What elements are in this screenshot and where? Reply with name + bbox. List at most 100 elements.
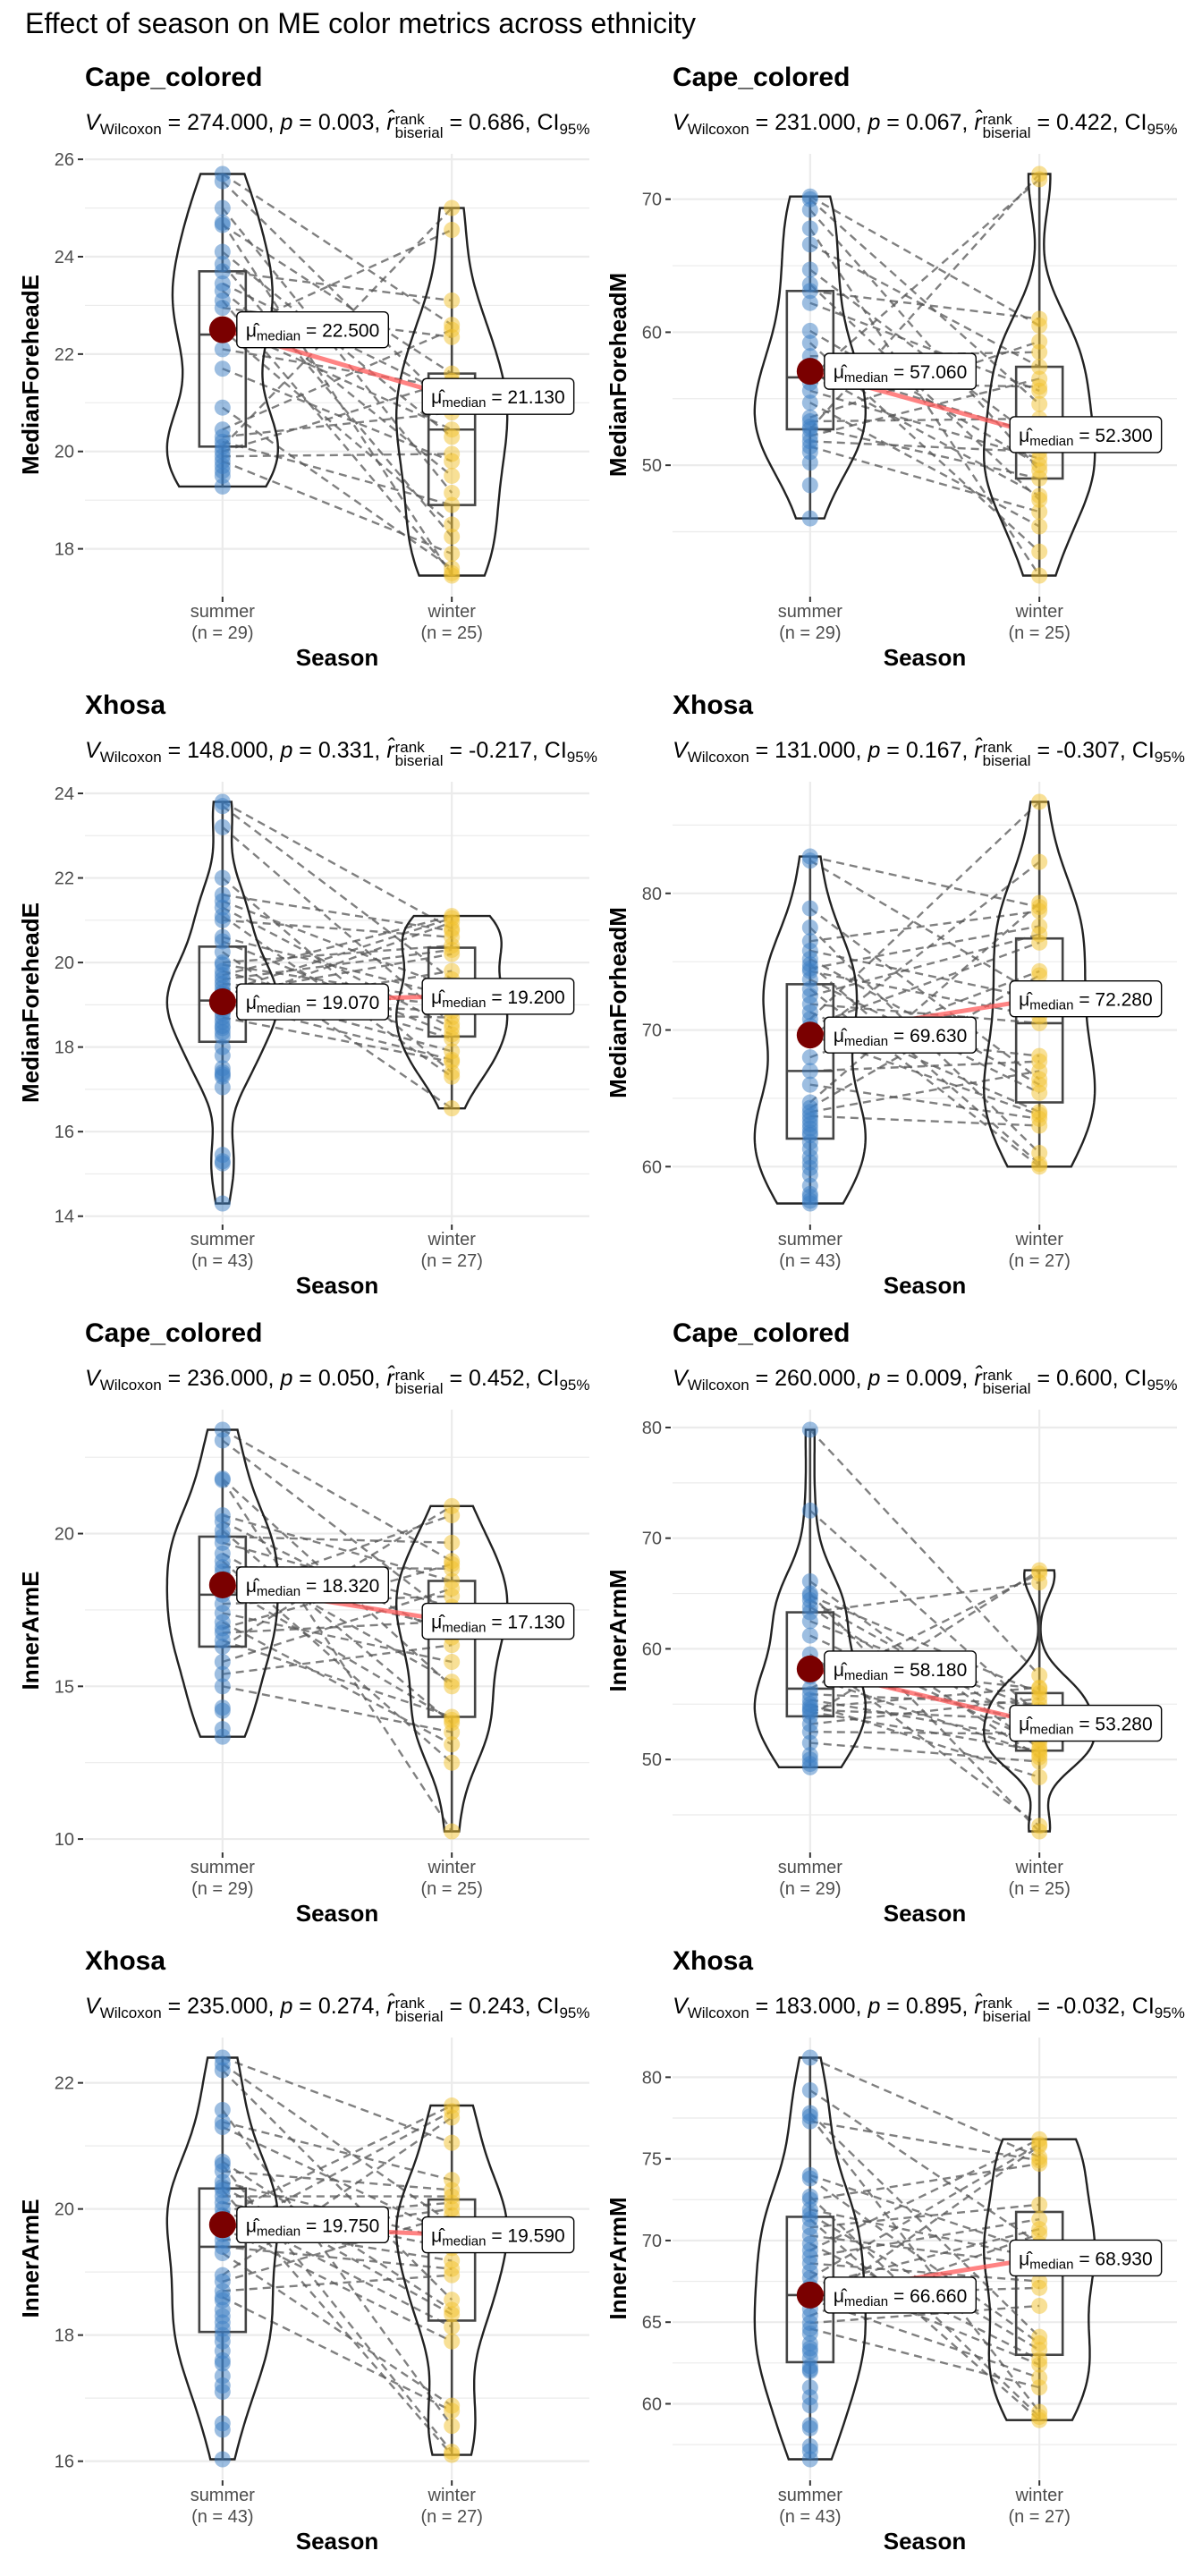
data-point-winter xyxy=(1031,1667,1048,1684)
stat-part: r̂ xyxy=(974,1366,982,1391)
stat-part: 95% xyxy=(559,1377,590,1394)
data-point-winter xyxy=(444,1100,461,1117)
mu-subscript: median xyxy=(844,1668,888,1683)
median-label-summer: μ̂median = 66.660 xyxy=(824,2276,978,2314)
paired-line xyxy=(809,925,1040,970)
data-point-winter xyxy=(1031,382,1048,399)
paired-line xyxy=(222,900,453,989)
stat-part: = xyxy=(749,1366,775,1391)
stat-part: V xyxy=(85,738,100,763)
x-tick-label: summer xyxy=(190,602,256,622)
stat-sub: biserial xyxy=(982,124,1031,141)
median-label-summer: μ̂median = 69.630 xyxy=(824,1016,978,1054)
data-point-winter xyxy=(444,2402,461,2419)
data-point-winter xyxy=(444,1068,461,1085)
median-label-text: μ̂median = 19.070 xyxy=(246,993,379,1016)
stat-part: V xyxy=(673,110,688,135)
mu-subscript: median xyxy=(1029,434,1073,449)
x-tick-label: winter xyxy=(427,1858,477,1877)
paired-line xyxy=(222,2104,453,2216)
paired-line xyxy=(222,328,453,526)
data-point-summer xyxy=(214,1471,231,1488)
mu-subscript: median xyxy=(442,1621,486,1636)
mu-symbol: μ̂ xyxy=(431,987,445,1008)
median-label-text: μ̂median = 17.130 xyxy=(431,1613,564,1636)
stat-part: 148.000 xyxy=(187,738,268,763)
mu-subscript: median xyxy=(257,2224,300,2239)
stat-part: , xyxy=(267,738,281,763)
paired-line xyxy=(809,198,1040,405)
paired-line xyxy=(222,1639,453,1718)
paired-line xyxy=(809,2208,1040,2259)
data-point-winter xyxy=(444,516,461,533)
paired-line xyxy=(222,453,453,458)
data-point-winter xyxy=(1031,491,1048,508)
stat-part: , xyxy=(267,1994,281,2019)
data-point-winter xyxy=(1031,317,1048,334)
stat-part: = xyxy=(292,738,318,763)
equals-sign: = xyxy=(486,1613,507,1633)
data-point-winter xyxy=(1031,1823,1048,1840)
stat-part: Wilcoxon xyxy=(99,1377,162,1394)
equals-sign: = xyxy=(1073,2249,1095,2269)
data-point-winter xyxy=(1031,2138,1048,2155)
median-label-box xyxy=(421,377,575,415)
paired-line xyxy=(221,263,453,538)
stat-sub: biserial xyxy=(394,1380,444,1397)
data-point-summer xyxy=(801,2451,818,2468)
panel-title: Xhosa xyxy=(85,1946,166,1976)
median-value: 68.930 xyxy=(1095,2249,1152,2269)
stat-part: = xyxy=(292,110,318,135)
stat-part: Wilcoxon xyxy=(99,749,162,766)
paired-line xyxy=(809,425,1040,480)
y-axis-label: MedianForheadM xyxy=(605,907,631,1098)
paired-line xyxy=(809,1731,1040,1735)
mu-subscript: median xyxy=(1029,998,1073,1013)
data-point-summer xyxy=(801,236,818,253)
stat-sup: rank xyxy=(394,1367,425,1384)
mu-symbol: μ̂ xyxy=(834,362,848,383)
median-label-text: μ̂median = 19.200 xyxy=(431,987,564,1011)
paired-line xyxy=(809,941,1040,1028)
mu-symbol: μ̂ xyxy=(431,2226,445,2247)
x-tick-label: winter xyxy=(427,2486,477,2505)
mu-symbol: μ̂ xyxy=(834,1026,848,1046)
data-point-winter xyxy=(1031,2297,1048,2314)
violin-summer xyxy=(753,2056,867,2461)
y-tick-label: 18 xyxy=(55,2326,74,2346)
stat-part: CI xyxy=(1124,110,1147,135)
y-tick-label: 75 xyxy=(642,2150,662,2170)
stat-part: p xyxy=(868,1994,881,2019)
mu-symbol: μ̂ xyxy=(431,1613,445,1633)
stat-part: 95% xyxy=(559,2004,590,2021)
y-tick-label: 20 xyxy=(55,953,74,973)
data-point-summer xyxy=(214,1155,231,1172)
y-tick-label: 20 xyxy=(55,2200,74,2220)
paired-line xyxy=(809,1708,1040,1721)
data-point-winter xyxy=(444,2306,461,2323)
equals-sign: = xyxy=(888,362,910,383)
panel-title: Xhosa xyxy=(85,691,166,720)
y-tick-label: 60 xyxy=(642,1640,662,1659)
data-point-summer xyxy=(214,2101,231,2118)
x-axis-label: Season xyxy=(296,1272,379,1299)
stats-subtitle: VWilcoxon = 148.000, p = 0.331, r̂ rank bi… xyxy=(85,735,597,773)
x-tick-count-label: (n = 27) xyxy=(1008,2507,1070,2527)
mu-symbol: μ̂ xyxy=(246,2216,260,2236)
violin-winter xyxy=(394,1504,509,1833)
data-point-winter xyxy=(1031,504,1048,521)
data-point-summer xyxy=(214,2245,231,2262)
stat-part: 95% xyxy=(1154,749,1185,766)
median-label-box xyxy=(421,978,575,1015)
x-tick-count-label: (n = 29) xyxy=(779,623,841,643)
paired-line xyxy=(222,224,453,375)
stat-part: r̂ xyxy=(974,110,982,135)
data-point-summer xyxy=(214,911,231,928)
paired-line xyxy=(222,877,453,1073)
data-point-winter xyxy=(1031,1084,1048,1101)
equals-sign: = xyxy=(300,1576,322,1597)
r-script-stack: rank biserial xyxy=(394,1367,444,1397)
stat-part: 0.600 xyxy=(1056,1366,1113,1391)
mu-subscript: median xyxy=(1029,1723,1073,1738)
paired-line xyxy=(222,2245,453,2270)
